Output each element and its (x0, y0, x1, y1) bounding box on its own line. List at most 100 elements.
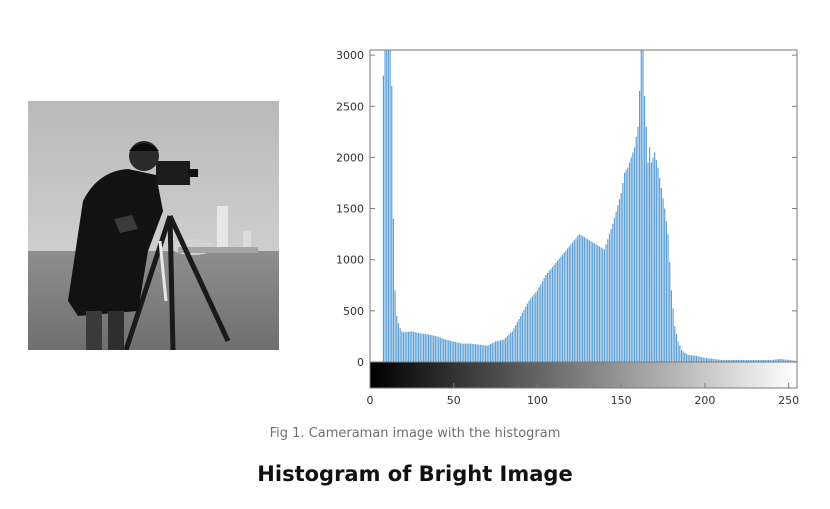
camera-body (156, 161, 190, 185)
histogram-bar (682, 351, 684, 362)
histogram-bar (466, 343, 468, 362)
histogram-bar (391, 85, 393, 362)
plot-frame (369, 49, 798, 363)
histogram-bar (769, 359, 771, 362)
histogram-bar (707, 358, 709, 362)
histogram-bar (665, 221, 667, 362)
histogram-bar (433, 335, 435, 362)
histogram-bar (632, 152, 634, 362)
histogram-bar (493, 342, 495, 362)
histogram-bar (649, 147, 651, 362)
histogram-bar (443, 338, 445, 362)
histogram-bar (451, 341, 453, 362)
histogram-bar (598, 246, 600, 362)
histogram-bar (501, 339, 503, 362)
histogram-bar (563, 252, 565, 362)
histogram-bar (617, 205, 619, 362)
histogram-bar (553, 264, 555, 362)
tower (217, 206, 228, 251)
histogram-bar (535, 292, 537, 362)
histogram-bar (387, 50, 390, 362)
histogram-bar (734, 359, 736, 362)
histogram-bar (724, 359, 726, 362)
section-heading: Histogram of Bright Image (257, 462, 573, 486)
histogram-bar (767, 359, 770, 362)
histogram-bar (620, 193, 622, 362)
skyline (178, 247, 258, 253)
histogram-bar (588, 240, 590, 362)
histogram-bar (587, 239, 589, 362)
figure-caption: Fig 1. Cameraman image with the histogra… (269, 426, 561, 441)
histogram-bar (695, 355, 698, 362)
histogram-bar (704, 357, 706, 362)
histogram-bar (789, 360, 791, 362)
histogram-bar (406, 331, 408, 362)
histogram-bar (438, 337, 440, 362)
histogram-bar (561, 254, 564, 362)
histogram-bar (510, 332, 512, 362)
histogram-bar (461, 343, 463, 362)
x-tick-label: 100 (527, 394, 548, 407)
histogram-bar (776, 359, 778, 362)
histogram-bar (689, 355, 691, 362)
histogram-bar (772, 359, 775, 362)
histogram-bar (612, 223, 614, 362)
histogram-bar (428, 334, 430, 362)
histogram-bar (426, 334, 428, 362)
histogram-bar (491, 343, 493, 362)
histogram-bar (516, 322, 518, 362)
histogram-bar (793, 360, 795, 362)
histogram-bar (677, 341, 679, 362)
histogram-bar (565, 250, 567, 362)
histogram-bar (572, 242, 574, 362)
histogram-bar (533, 294, 535, 362)
histogram-bar (496, 341, 498, 362)
histogram-bar (674, 326, 676, 362)
histogram-bar (640, 50, 642, 362)
x-tick-label: 200 (694, 394, 715, 407)
histogram-bar (456, 342, 458, 362)
y-tick-label: 1000 (336, 254, 364, 267)
histogram-bar (468, 343, 470, 362)
histogram-bar (401, 331, 403, 362)
histogram-bar (399, 328, 401, 362)
histogram-bar (737, 359, 739, 362)
y-axis: 0 500 1000 1500 2000 2500 3000 (336, 49, 797, 369)
y-tick-label: 500 (343, 305, 364, 318)
histogram-bar (558, 258, 560, 362)
histogram-bar (777, 359, 780, 362)
tripod-leg (123, 215, 173, 350)
histogram-bar (568, 246, 570, 362)
histogram-bar (412, 331, 415, 362)
histogram-bar (463, 343, 465, 362)
histogram-bar (392, 218, 395, 362)
histogram-bar (592, 242, 594, 362)
tripod-leg (167, 214, 231, 343)
histogram-bar (675, 333, 678, 362)
histogram-bar (637, 126, 639, 362)
histogram-bar (476, 344, 478, 362)
histogram-bar (578, 234, 580, 362)
histogram-bar (583, 237, 585, 362)
histogram-bar (605, 244, 607, 362)
histogram-bar (716, 359, 718, 362)
histogram-bar (690, 355, 693, 362)
histogram-bar (726, 359, 728, 362)
histogram-bar (525, 306, 527, 362)
histogram-bar (783, 359, 785, 362)
histogram-bar (702, 357, 704, 362)
histogram-bar (419, 333, 421, 362)
histogram-bar (500, 340, 502, 362)
histogram-bar (595, 244, 597, 362)
histogram-bar (630, 157, 632, 362)
y-tick-label: 3000 (336, 49, 364, 62)
histogram-bar (714, 359, 716, 362)
histogram-bar (644, 96, 646, 363)
histogram-bar (757, 359, 760, 362)
histogram-bar (759, 359, 761, 362)
histogram-bar (469, 343, 472, 362)
histogram-bar (423, 333, 425, 362)
histogram-bar (721, 359, 723, 362)
histogram-bar (654, 152, 656, 362)
histogram-bar (635, 136, 637, 362)
